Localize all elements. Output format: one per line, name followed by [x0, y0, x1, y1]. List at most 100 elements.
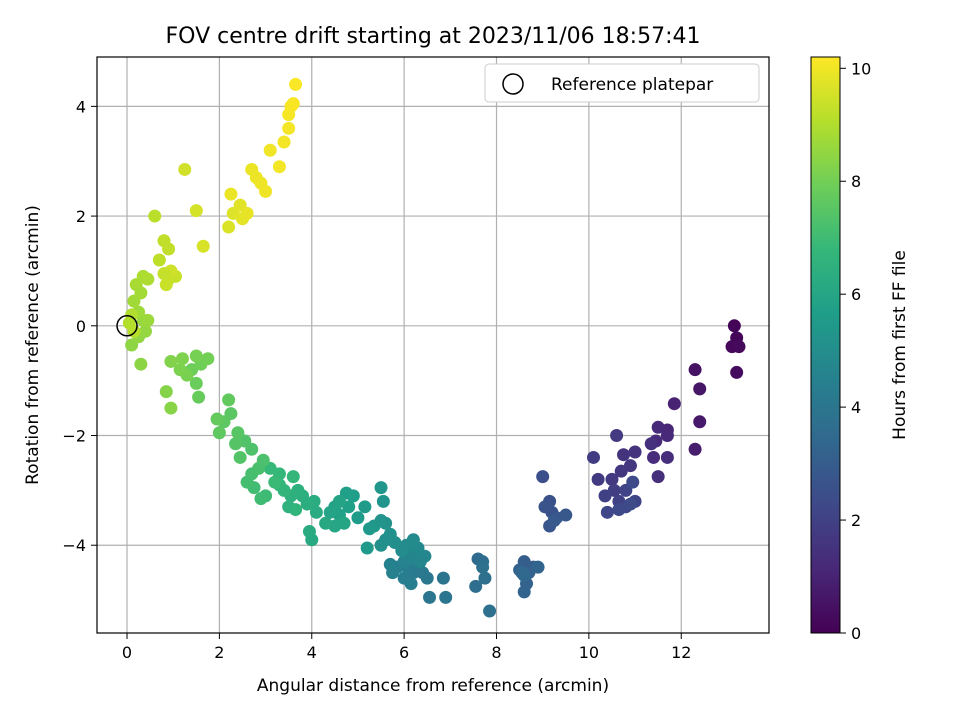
data-point — [623, 497, 637, 511]
data-point — [282, 121, 296, 135]
y-tick-label: −4 — [62, 536, 86, 555]
chart-title: FOV centre drift starting at 2023/11/06 … — [166, 24, 701, 49]
data-point — [376, 494, 390, 508]
data-point — [605, 472, 619, 486]
x-tick-label: 10 — [579, 643, 599, 662]
data-point — [141, 272, 155, 286]
data-point — [332, 494, 346, 508]
grid-lines — [97, 57, 769, 633]
data-point — [164, 401, 178, 415]
data-point — [175, 352, 189, 366]
data-points — [122, 77, 746, 618]
data-point — [233, 450, 247, 464]
data-point — [423, 590, 437, 604]
data-point — [277, 135, 291, 149]
colorbar-tick-label: 6 — [851, 285, 861, 304]
data-point — [222, 220, 236, 234]
data-point — [483, 604, 497, 618]
data-point — [196, 239, 210, 253]
data-point — [152, 253, 166, 267]
data-point — [164, 354, 178, 368]
data-point — [192, 390, 206, 404]
colorbar-tick-label: 2 — [851, 511, 861, 530]
data-point — [189, 349, 203, 363]
data-point — [383, 557, 397, 571]
data-point — [612, 503, 626, 517]
data-point — [189, 204, 203, 218]
plot-frame — [96, 56, 770, 634]
legend: Reference platepar — [484, 63, 760, 103]
data-point — [319, 516, 333, 530]
data-point — [651, 470, 665, 484]
data-point — [134, 357, 148, 371]
data-point — [617, 448, 631, 462]
data-point — [148, 209, 162, 223]
data-point — [210, 412, 224, 426]
data-point — [351, 511, 365, 525]
data-point — [374, 481, 388, 495]
data-point — [693, 415, 707, 429]
data-point — [289, 503, 303, 517]
data-point — [141, 313, 155, 327]
x-tick-label: 12 — [671, 643, 691, 662]
data-point — [628, 445, 642, 459]
data-point — [254, 492, 268, 506]
data-point — [189, 376, 203, 390]
data-point — [439, 590, 453, 604]
data-point — [268, 475, 282, 489]
colorbar-tick-label: 8 — [851, 172, 861, 191]
data-point — [286, 97, 300, 111]
data-point — [358, 500, 372, 514]
data-point — [383, 527, 397, 541]
data-point — [517, 568, 531, 582]
data-point — [159, 385, 173, 399]
data-point — [651, 420, 665, 434]
data-point — [436, 571, 450, 585]
data-point — [531, 560, 545, 574]
data-point — [286, 470, 300, 484]
data-point — [559, 508, 573, 522]
data-point — [256, 453, 270, 467]
data-point — [693, 382, 707, 396]
y-tick-label: 2 — [76, 207, 86, 226]
x-tick-label: 8 — [491, 643, 501, 662]
x-tick-label: 6 — [399, 643, 409, 662]
data-point — [536, 470, 550, 484]
data-point — [727, 319, 741, 333]
data-point — [610, 429, 624, 443]
data-point — [732, 340, 746, 354]
data-point — [159, 278, 173, 292]
legend-label: Reference platepar — [551, 75, 713, 95]
data-point — [598, 489, 612, 503]
data-point — [538, 500, 552, 514]
data-point — [157, 267, 171, 281]
data-point — [231, 426, 245, 440]
data-point — [138, 324, 152, 338]
data-point — [201, 352, 215, 366]
reference-point — [116, 315, 138, 337]
x-tick-label: 2 — [214, 643, 224, 662]
data-point — [289, 77, 303, 91]
data-point — [222, 393, 236, 407]
data-point — [272, 160, 286, 174]
data-point — [591, 472, 605, 486]
colorbar-tick-label: 0 — [851, 624, 861, 643]
x-axis-label: Angular distance from reference (arcmin) — [257, 676, 609, 696]
reference-marker — [116, 315, 138, 337]
y-tick-label: 0 — [76, 317, 86, 336]
data-point — [469, 579, 483, 593]
x-tick-label: 4 — [307, 643, 317, 662]
data-point — [476, 560, 490, 574]
data-point — [323, 505, 337, 519]
data-point — [647, 450, 661, 464]
x-tick-label: 0 — [122, 643, 132, 662]
data-point — [644, 437, 658, 451]
data-point — [660, 450, 674, 464]
data-point — [397, 571, 411, 585]
data-point — [374, 538, 388, 552]
data-point — [614, 464, 628, 478]
y-axis-ticks: −4 −2 0 2 4 — [62, 97, 97, 555]
data-point — [688, 363, 702, 377]
data-point — [224, 187, 238, 201]
